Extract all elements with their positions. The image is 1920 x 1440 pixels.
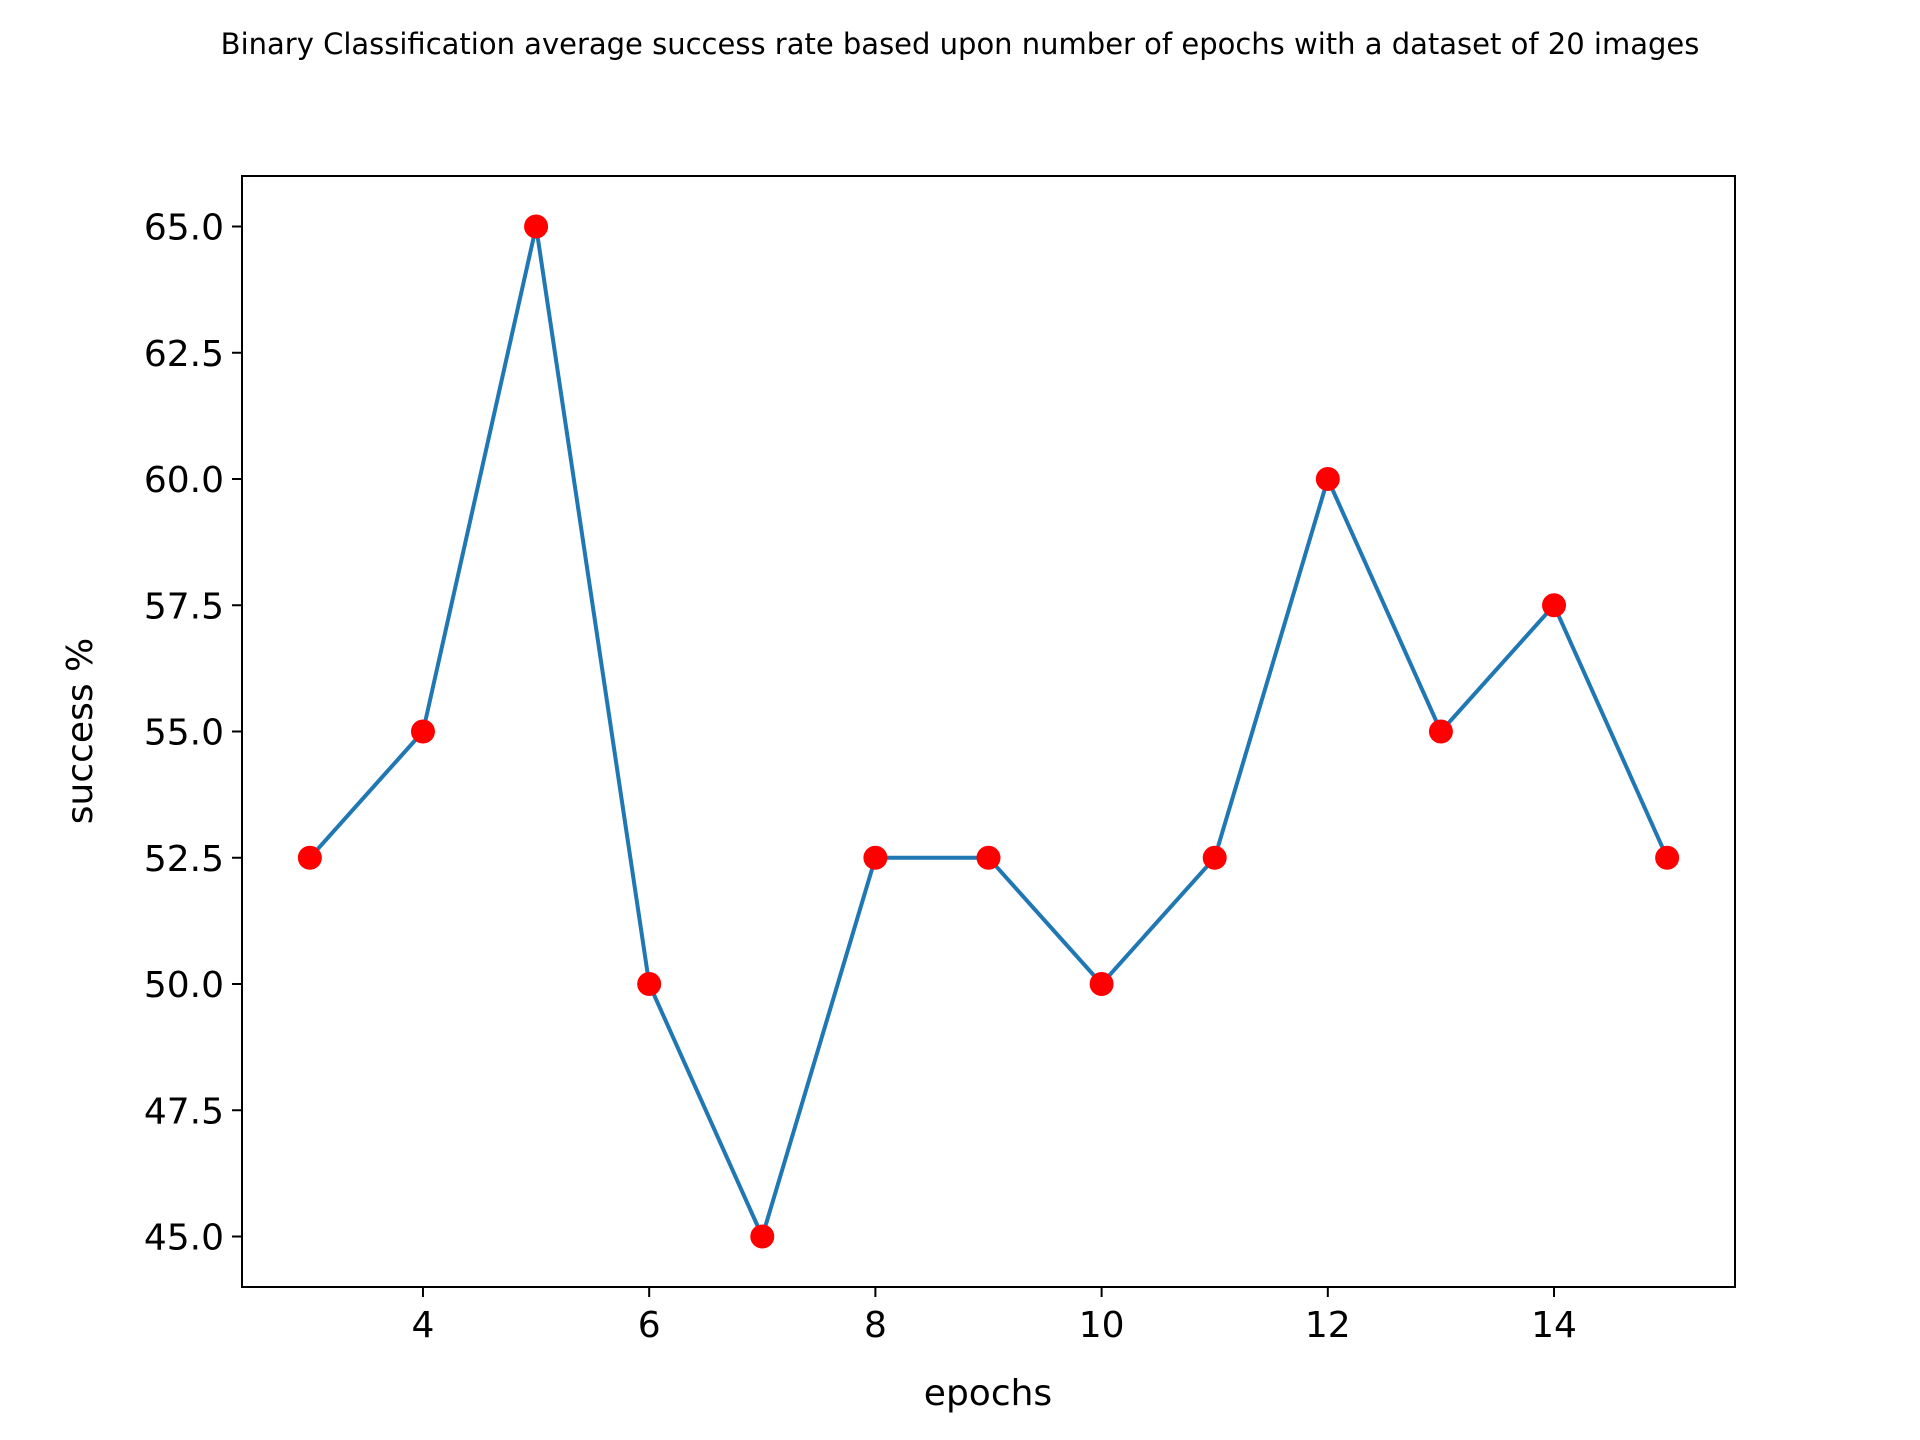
y-axis-label: success % <box>60 638 101 824</box>
x-tick-label: 6 <box>638 1305 661 1346</box>
series-line <box>307 224 1670 1239</box>
y-tick-label: 60.0 <box>144 460 224 501</box>
y-tick-label: 62.5 <box>144 334 224 375</box>
data-point <box>637 972 662 996</box>
y-tick-label: 57.5 <box>144 586 224 627</box>
data-point <box>297 845 322 870</box>
data-point <box>1202 845 1227 870</box>
data-point <box>1542 593 1567 618</box>
x-tick-label: 10 <box>1079 1305 1125 1346</box>
y-tick-label: 65.0 <box>144 208 224 249</box>
x-tick-label: 4 <box>412 1305 435 1346</box>
data-point <box>976 845 1001 870</box>
x-axis: 4 6 8 10 12 14 <box>412 1287 1577 1346</box>
data-point <box>863 845 888 870</box>
y-tick-label: 45.0 <box>144 1218 224 1259</box>
x-tick-label: 14 <box>1531 1305 1577 1346</box>
plot-area <box>297 214 1680 1249</box>
data-point <box>410 719 435 744</box>
x-axis-label: epochs <box>924 1373 1052 1414</box>
x-tick-label: 12 <box>1305 1305 1351 1346</box>
y-tick-label: 50.0 <box>144 965 224 1006</box>
y-tick-label: 52.5 <box>144 839 224 880</box>
chart-title: Binary Classification average success ra… <box>221 27 1700 61</box>
y-tick-label: 47.5 <box>144 1091 224 1132</box>
data-point <box>1089 972 1114 996</box>
x-tick-label: 8 <box>864 1305 887 1346</box>
data-point <box>1315 467 1340 491</box>
data-point <box>1428 719 1453 744</box>
data-point <box>524 214 549 239</box>
y-axis: 45.0 47.5 50.0 52.5 55.0 57.5 60.0 62.5 65.0 <box>144 208 242 1259</box>
data-point <box>1655 845 1680 870</box>
data-point <box>750 1224 775 1249</box>
y-tick-label: 55.0 <box>144 713 224 754</box>
axes-frame <box>241 175 1736 1288</box>
